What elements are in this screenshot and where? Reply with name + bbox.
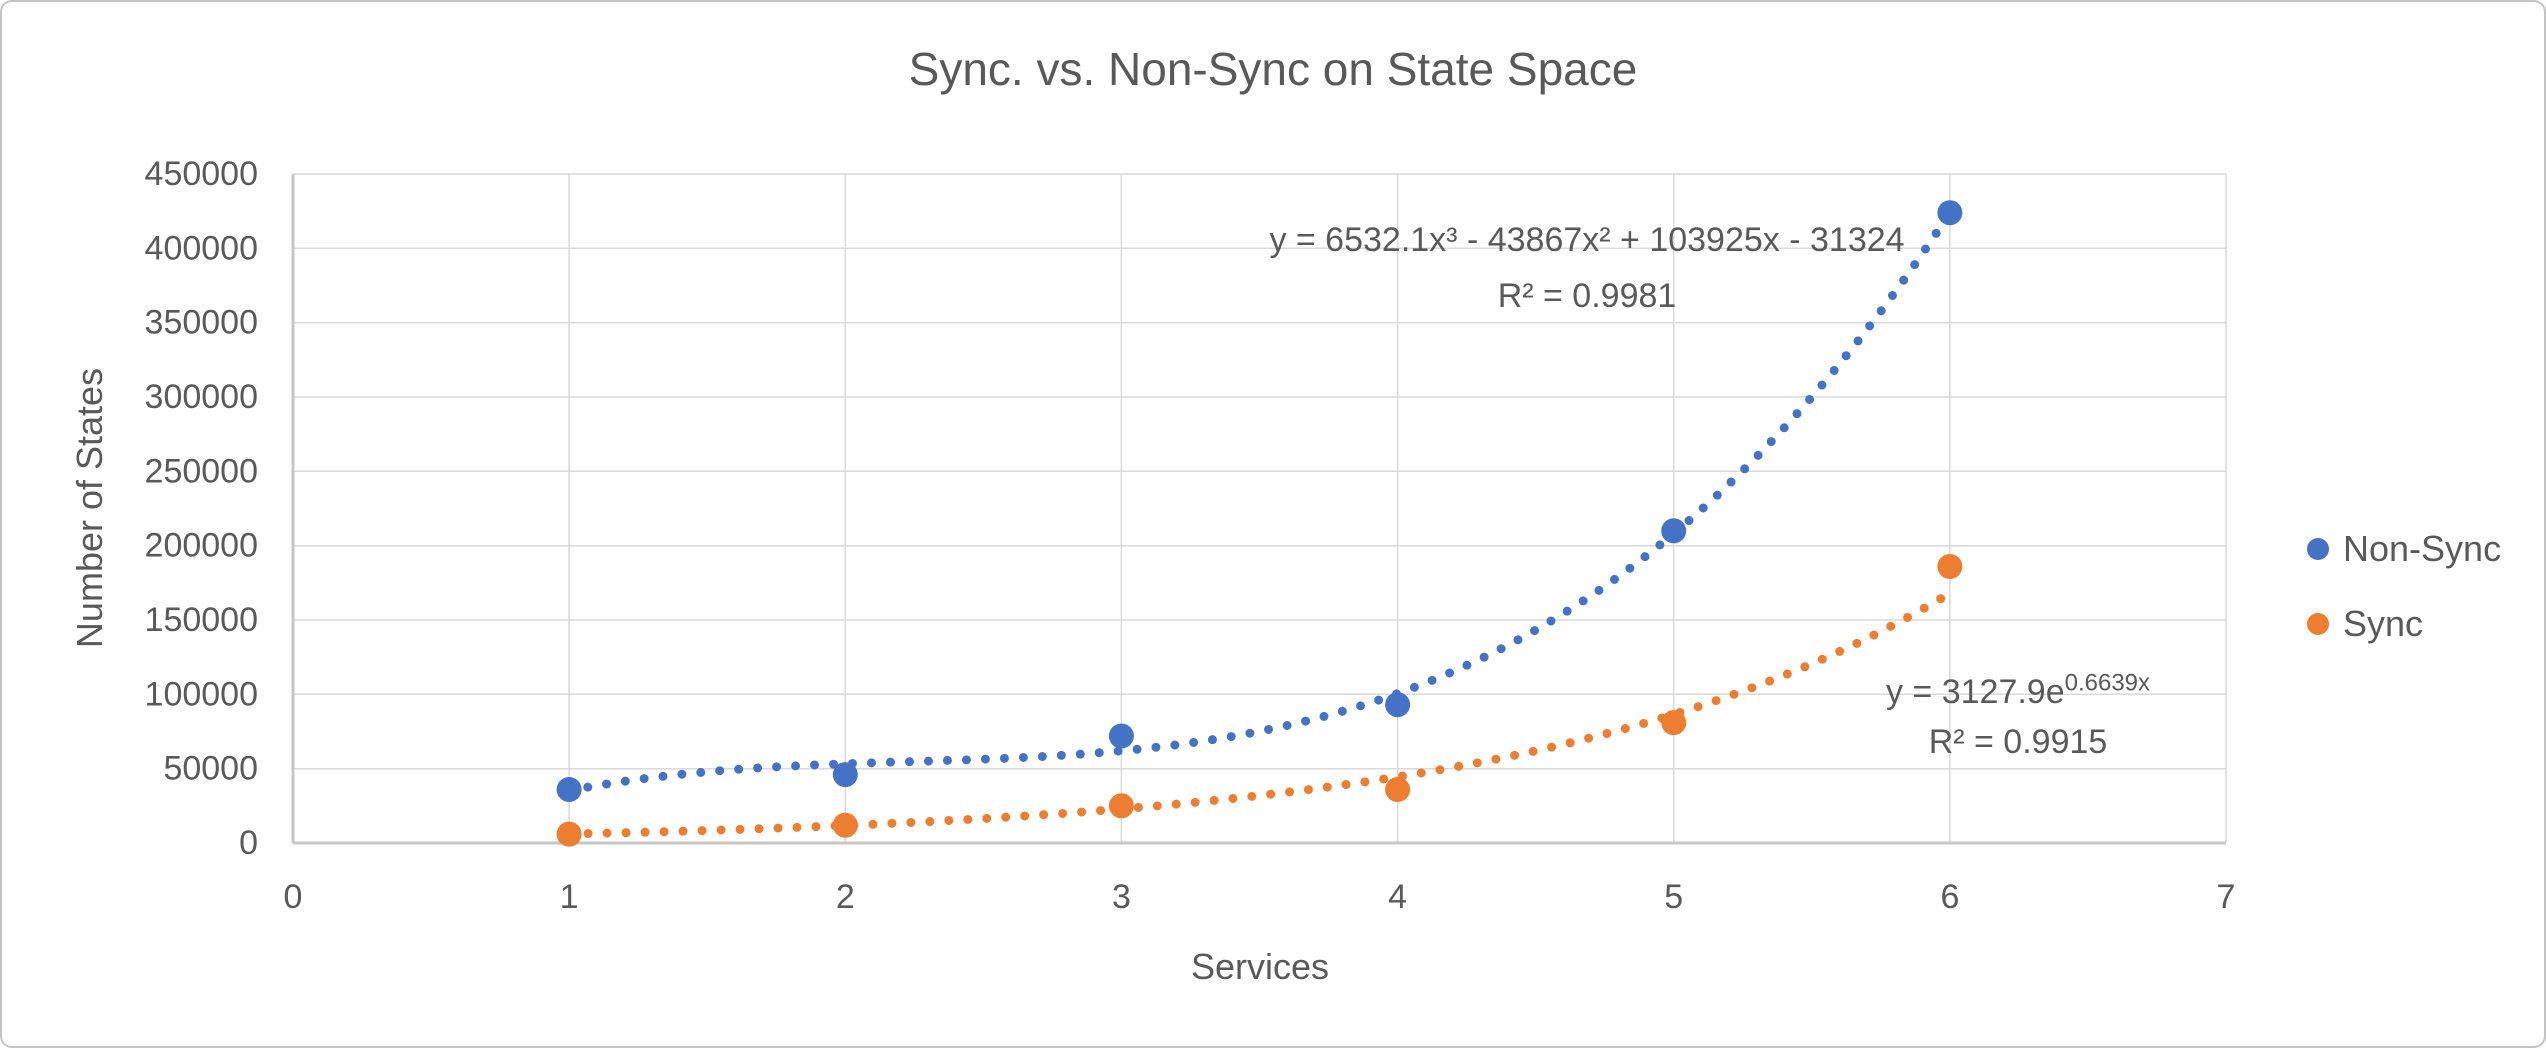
- sync-trendline-label: y = 3127.9e0.6639x R² = 0.9915: [1718, 667, 2318, 767]
- y-axis-tick-labels: 0 50000 100000 150000 200000 250000 300000 3500…: [145, 155, 258, 862]
- y-tick-label: 250000: [145, 452, 258, 490]
- sync-trendline-r2: R² = 0.9915: [1928, 723, 2108, 761]
- y-tick-label: 100000: [145, 675, 258, 713]
- sync-marker-icon: [2307, 613, 2329, 635]
- data-points: [556, 200, 1963, 847]
- data-point: [556, 821, 582, 847]
- data-point: [1108, 723, 1134, 749]
- y-tick-label: 350000: [145, 304, 258, 342]
- x-axis-title: Services: [1190, 946, 1330, 987]
- legend-item-sync: Sync: [2307, 600, 2501, 648]
- x-tick-label: 0: [284, 878, 303, 916]
- x-axis-tick-labels: 0 1 2 3 4 5 6 7: [284, 878, 2236, 916]
- data-point: [1937, 554, 1963, 579]
- data-point: [1385, 777, 1411, 802]
- legend-label-nonsync: Non-Sync: [2343, 528, 2502, 569]
- y-axis-title: Number of States: [69, 367, 110, 649]
- y-tick-label: 0: [239, 824, 258, 862]
- y-tick-label: 150000: [145, 601, 258, 639]
- x-tick-label: 6: [1940, 878, 1959, 916]
- data-point: [1937, 200, 1963, 226]
- data-point: [1661, 710, 1687, 736]
- x-tick-label: 3: [1112, 878, 1131, 916]
- y-tick-label: 300000: [145, 378, 258, 416]
- data-point: [1661, 518, 1687, 544]
- y-tick-label: 200000: [145, 527, 258, 565]
- data-point: [1385, 692, 1411, 718]
- y-tick-label: 400000: [145, 229, 258, 267]
- y-tick-label: 450000: [145, 155, 258, 193]
- nonsync-trendline-equation: y = 6532.1x³ - 43867x² + 103925x - 31324: [1269, 221, 1905, 259]
- trendlines: [564, 208, 1955, 839]
- data-point: [832, 812, 858, 838]
- legend: Non-Sync Sync: [2307, 525, 2501, 648]
- nonsync-marker-icon: [2307, 538, 2329, 560]
- x-tick-label: 7: [2217, 878, 2236, 916]
- x-tick-label: 2: [836, 878, 855, 916]
- nonsync-trendline-label: y = 6532.1x³ - 43867x² + 103925x - 31324…: [1137, 212, 2037, 324]
- sync-trendline-equation: y = 3127.9e0.6639x: [1885, 669, 2151, 711]
- axis-lines: [291, 174, 2226, 845]
- data-point: [1108, 793, 1134, 819]
- sync-trendline-exponent: 0.6639x: [2064, 669, 2151, 697]
- x-tick-label: 4: [1388, 878, 1407, 916]
- x-tick-label: 1: [560, 878, 579, 916]
- data-point: [556, 777, 582, 802]
- y-tick-label: 50000: [163, 750, 258, 788]
- chart-title: Sync. vs. Non-Sync on State Space: [908, 43, 1638, 95]
- x-tick-label: 5: [1664, 878, 1683, 916]
- trendline: [564, 208, 1955, 796]
- data-point: [832, 762, 858, 788]
- legend-label-sync: Sync: [2343, 603, 2424, 644]
- trendline: [564, 588, 1955, 839]
- nonsync-trendline-r2: R² = 0.9981: [1497, 277, 1677, 315]
- legend-item-nonsync: Non-Sync: [2307, 525, 2501, 573]
